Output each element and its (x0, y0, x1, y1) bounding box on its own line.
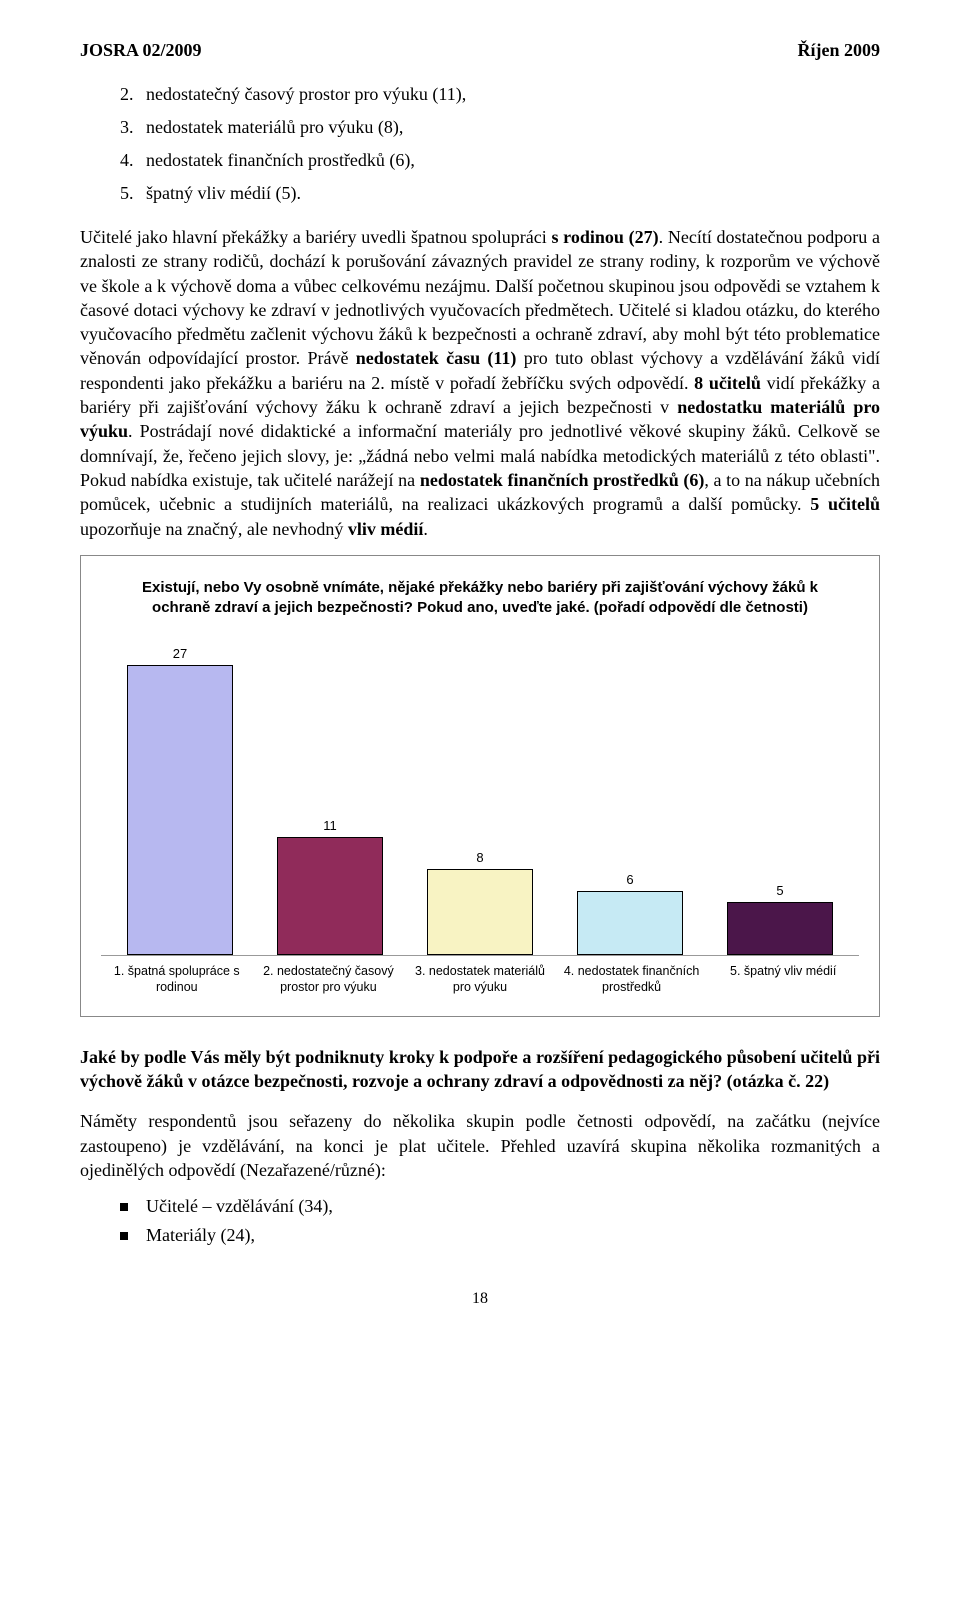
chart-bar-column: 8 (405, 636, 555, 955)
chart-plot-area: 27 11 8 6 5 (101, 636, 859, 956)
list-text: nedostatečný časový prostor pro výuku (1… (146, 81, 880, 108)
chart-bar (577, 891, 683, 955)
bullet-text: Materiály (24), (146, 1225, 255, 1246)
chart-bar-value: 6 (626, 872, 633, 887)
bar-chart-box: Existují, nebo Vy osobně vnímáte, nějaké… (80, 555, 880, 1017)
numbered-list: 2. nedostatečný časový prostor pro výuku… (80, 81, 880, 207)
list-item: 5. špatný vliv médií (5). (120, 180, 880, 207)
list-item: 3. nedostatek materiálů pro výuku (8), (120, 114, 880, 141)
chart-bar-value: 8 (476, 850, 483, 865)
bullet-item: Materiály (24), (120, 1225, 880, 1246)
header-right: Říjen 2009 (798, 40, 881, 61)
list-number: 5. (120, 180, 146, 207)
body-paragraph-1: Učitelé jako hlavní překážky a bariéry u… (80, 225, 880, 541)
page-number: 18 (80, 1290, 880, 1308)
chart-title: Existují, nebo Vy osobně vnímáte, nějaké… (141, 578, 819, 619)
bold-text: 5 učitelů (810, 494, 880, 514)
bold-text: vliv médií (348, 519, 424, 539)
chart-bar-value: 5 (776, 883, 783, 898)
question-heading: Jaké by podle Vás měly být podniknuty kr… (80, 1045, 880, 1094)
text: Učitelé jako hlavní překážky a bariéry u… (80, 227, 551, 247)
bold-text: 8 učitelů (694, 373, 761, 393)
chart-bar (277, 837, 383, 955)
bullet-text: Učitelé – vzdělávání (34), (146, 1196, 333, 1217)
header-left: JOSRA 02/2009 (80, 40, 202, 61)
bullet-item: Učitelé – vzdělávání (34), (120, 1196, 880, 1217)
list-item: 4. nedostatek finančních prostředků (6), (120, 147, 880, 174)
text: . (423, 519, 428, 539)
list-number: 2. (120, 81, 146, 108)
bold-text: nedostatek času (11) (356, 348, 517, 368)
chart-bar-column: 11 (255, 636, 405, 955)
chart-category-label: 5. špatný vliv médií (707, 964, 859, 995)
list-number: 3. (120, 114, 146, 141)
list-text: špatný vliv médií (5). (146, 180, 880, 207)
page-header: JOSRA 02/2009 Říjen 2009 (80, 40, 880, 61)
chart-bar (727, 902, 833, 956)
list-number: 4. (120, 147, 146, 174)
bullet-list: Učitelé – vzdělávání (34), Materiály (24… (120, 1196, 880, 1246)
chart-bar-column: 27 (105, 636, 255, 955)
chart-bar-value: 11 (323, 818, 337, 833)
chart-bar-value: 27 (173, 646, 187, 661)
chart-category-label: 4. nedostatek finančních prostředků (556, 964, 708, 995)
body-paragraph-2: Náměty respondentů jsou seřazeny do něko… (80, 1109, 880, 1182)
chart-bar (127, 665, 233, 955)
text: upozorňuje na značný, ale nevhodný (80, 519, 348, 539)
list-text: nedostatek materiálů pro výuku (8), (146, 114, 880, 141)
chart-bar-column: 6 (555, 636, 705, 955)
chart-category-label: 1. špatná spolupráce s rodinou (101, 964, 253, 995)
chart-bar-column: 5 (705, 636, 855, 955)
bold-text: s rodinou (27) (551, 227, 658, 247)
list-text: nedostatek finančních prostředků (6), (146, 147, 880, 174)
bold-text: nedostatek finančních prostředků (6) (420, 470, 705, 490)
bullet-square-icon (120, 1203, 128, 1211)
bullet-square-icon (120, 1232, 128, 1240)
chart-bar (427, 869, 533, 955)
list-item: 2. nedostatečný časový prostor pro výuku… (120, 81, 880, 108)
chart-category-label: 3. nedostatek materiálů pro výuku (404, 964, 556, 995)
chart-category-axis: 1. špatná spolupráce s rodinou2. nedosta… (101, 964, 859, 995)
chart-category-label: 2. nedostatečný časový prostor pro výuku (253, 964, 405, 995)
